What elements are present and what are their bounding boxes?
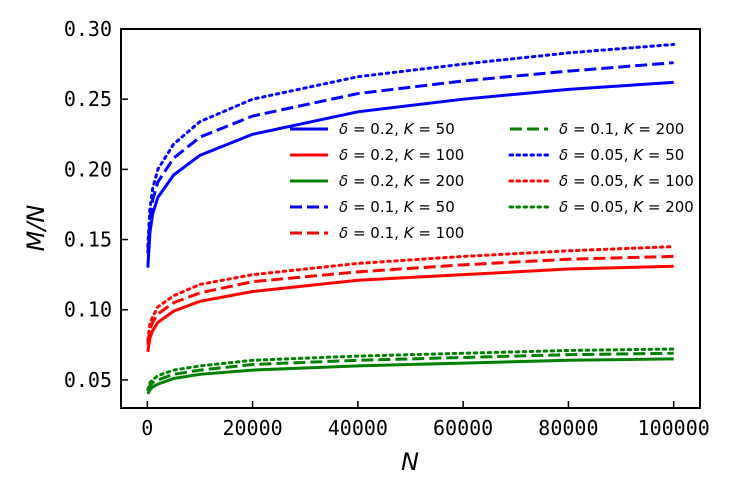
series-layer: [146, 42, 676, 395]
series-line-3: [146, 357, 674, 395]
legend-entry-label: δ = 0.2, K = 200: [339, 172, 464, 190]
y-tick-label: 0.20: [64, 157, 112, 181]
series-line-8: [146, 245, 676, 343]
x-tick-label: 0: [141, 416, 153, 440]
legend-entry-label: δ = 0.05, K = 50: [559, 146, 684, 164]
series-line-1: [146, 80, 674, 268]
series-line-7: [146, 42, 676, 249]
x-axis-label: N: [401, 448, 419, 476]
x-tick-label: 60000: [433, 416, 493, 440]
y-tick-label: 0.25: [64, 87, 112, 111]
series-line-6: [146, 351, 674, 392]
x-tick-label: 80000: [538, 416, 598, 440]
y-tick-label: 0.10: [64, 298, 112, 322]
ticks-layer: 0 20000 40000 60000 80000 100000 0.05 0.10 0.15 0…: [64, 17, 710, 440]
y-axis-label: M/N: [22, 205, 50, 252]
legend-entry-label: δ = 0.2, K = 50: [339, 120, 455, 138]
series-line-5: [146, 254, 674, 346]
legend-entry-label: δ = 0.1, K = 200: [559, 120, 684, 138]
y-tick-label: 0.30: [64, 17, 112, 41]
legend: δ = 0.2, K = 50 δ = 0.2, K = 100 δ = 0.2, …: [290, 120, 694, 242]
legend-entry-label: δ = 0.1, K = 100: [339, 224, 464, 242]
legend-entry-label: δ = 0.05, K = 100: [559, 172, 694, 190]
legend-entry-label: δ = 0.2, K = 100: [339, 146, 464, 164]
legend-entry-label: δ = 0.1, K = 50: [339, 198, 455, 216]
x-tick-label: 40000: [328, 416, 388, 440]
plot-frame: [120, 28, 701, 409]
x-tick-label: 100000: [638, 416, 710, 440]
legend-entry-label: δ = 0.05, K = 200: [559, 198, 694, 216]
series-line-2: [146, 264, 674, 353]
y-tick-label: 0.15: [64, 228, 112, 252]
x-tick-label: 20000: [222, 416, 282, 440]
series-line-9: [146, 347, 676, 392]
y-tick-label: 0.05: [64, 368, 112, 392]
